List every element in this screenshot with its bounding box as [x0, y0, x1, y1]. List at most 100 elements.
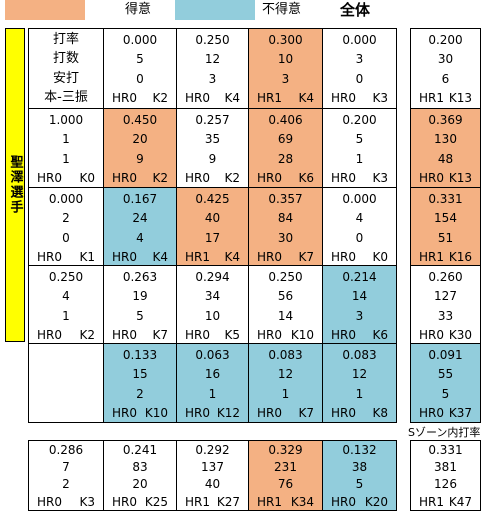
- cell-h: 9: [208, 152, 217, 166]
- cell-k: K0: [372, 250, 388, 264]
- cell-avg: 0.083: [268, 348, 303, 362]
- cell-k: K3: [79, 495, 95, 509]
- cell-avg: 0.200: [428, 33, 463, 47]
- cell-ab: 55: [437, 367, 454, 381]
- zone-cell: [28, 343, 104, 423]
- cell-ab: 5: [355, 132, 364, 146]
- cell-hr: HR0: [112, 91, 137, 105]
- cell-h: 1: [208, 387, 217, 401]
- cell-avg: 0.083: [342, 348, 377, 362]
- cell-ab: 84: [277, 211, 294, 225]
- cell-ab: 4: [355, 211, 364, 225]
- cell-avg: 0.329: [268, 443, 303, 457]
- cell-ab: 381: [434, 460, 457, 474]
- cell-hr: HR0: [112, 406, 137, 420]
- legend-good-label: 得意: [125, 2, 152, 17]
- cell-k: K25: [144, 495, 168, 509]
- cell-k: K2: [152, 171, 168, 185]
- cell-h: 76: [277, 477, 294, 491]
- cell-h: 20: [132, 477, 148, 491]
- header-cell: 打率 打数 安打 本-三振: [28, 28, 104, 109]
- zone-cell: 0.133 15 2 HR0 K10: [103, 343, 177, 423]
- cell-ab: 4: [62, 289, 70, 303]
- cell-hr: HR0: [37, 250, 62, 264]
- cell-ab: 16: [204, 367, 221, 381]
- zone-cell: 0.357 84 30 HR0 K7: [248, 187, 323, 266]
- cell-k: K20: [364, 495, 388, 509]
- cell-h: 5: [441, 387, 450, 401]
- cell-k: K4: [298, 91, 314, 105]
- zone-cell: 0.200 30 6 HR1 K13: [410, 28, 481, 109]
- header-label: 本-三振: [44, 90, 88, 105]
- cell-avg: 0.292: [195, 443, 230, 457]
- zone-cell: 0.292 137 40 HR1 K27: [176, 440, 249, 511]
- cell-k: K6: [372, 328, 388, 342]
- cell-h: 1: [62, 152, 70, 166]
- cell-ab: 7: [62, 460, 70, 474]
- cell-hr: HR1: [419, 250, 444, 264]
- zone-cell: 0.331 154 51 HR1 K16: [410, 187, 481, 266]
- cell-k: K10: [144, 406, 168, 420]
- cell-k: K2: [79, 328, 95, 342]
- cell-h: 51: [437, 231, 454, 245]
- cell-k: K1: [79, 250, 95, 264]
- cell-k: K13: [448, 171, 472, 185]
- cell-ab: 19: [132, 289, 148, 303]
- cell-ab: 30: [437, 52, 454, 66]
- cell-avg: 0.000: [342, 33, 377, 47]
- zone-cell: 0.214 14 3 HR0 K6: [322, 265, 397, 344]
- cell-ab: 130: [434, 132, 457, 146]
- cell-hr: HR0: [185, 328, 210, 342]
- cell-ab: 14: [351, 289, 368, 303]
- cell-hr: HR1: [185, 495, 210, 509]
- zone-cell: 0.063 16 1 HR0 K12: [176, 343, 249, 423]
- cell-h: 17: [204, 231, 221, 245]
- cell-ab: 5: [136, 52, 144, 66]
- cell-k: K27: [216, 495, 240, 509]
- cell-ab: 3: [355, 52, 364, 66]
- cell-h: 14: [277, 309, 294, 323]
- cell-hr: HR0: [331, 406, 356, 420]
- cell-hr: HR0: [257, 250, 282, 264]
- zone-cell: 0.000 3 0 HR0 K3: [322, 28, 397, 109]
- cell-k: K12: [216, 406, 240, 420]
- zone-label: Sゾーン内打率: [408, 426, 481, 439]
- cell-h: 9: [136, 152, 144, 166]
- cell-avg: 0.167: [122, 192, 158, 206]
- cell-avg: 0.000: [122, 33, 158, 47]
- cell-h: 5: [136, 309, 144, 323]
- cell-avg: 0.425: [195, 192, 230, 206]
- cell-ab: 12: [204, 52, 221, 66]
- zone-cell: 0.286 7 2 HR0 K3: [28, 440, 104, 511]
- cell-avg: 0.214: [342, 270, 377, 284]
- cell-hr: HR0: [419, 406, 444, 420]
- cell-hr: HR0: [257, 171, 282, 185]
- cell-h: 126: [434, 477, 457, 491]
- cell-k: K3: [372, 171, 388, 185]
- cell-ab: 1: [62, 132, 70, 146]
- cell-avg: 0.331: [428, 443, 463, 457]
- legend-bad-swatch: [175, 0, 255, 20]
- cell-hr: HR0: [331, 328, 356, 342]
- cell-avg: 0.450: [122, 113, 158, 127]
- cell-k: K5: [224, 328, 240, 342]
- cell-hr: HR1: [257, 91, 282, 105]
- zone-cell: 0.000 4 0 HR0 K0: [322, 187, 397, 266]
- cell-avg: 0.294: [195, 270, 230, 284]
- cell-k: K2: [224, 171, 240, 185]
- cell-k: K7: [298, 406, 314, 420]
- zone-cell: 0.263 19 5 HR0 K7: [103, 265, 177, 344]
- cell-avg: 0.369: [428, 113, 463, 127]
- cell-hr: HR1: [419, 495, 444, 509]
- cell-avg: 0.063: [195, 348, 230, 362]
- cell-k: K30: [448, 328, 472, 342]
- cell-k: K4: [224, 91, 240, 105]
- cell-h: 5: [355, 477, 364, 491]
- cell-hr: HR1: [419, 91, 444, 105]
- zone-cell: 1.000 1 1 HR0 K0: [28, 108, 104, 188]
- cell-k: K2: [152, 91, 168, 105]
- cell-h: 40: [204, 477, 221, 491]
- cell-hr: HR0: [185, 406, 210, 420]
- cell-k: K13: [448, 91, 472, 105]
- zone-cell: 0.425 40 17 HR1 K4: [176, 187, 249, 266]
